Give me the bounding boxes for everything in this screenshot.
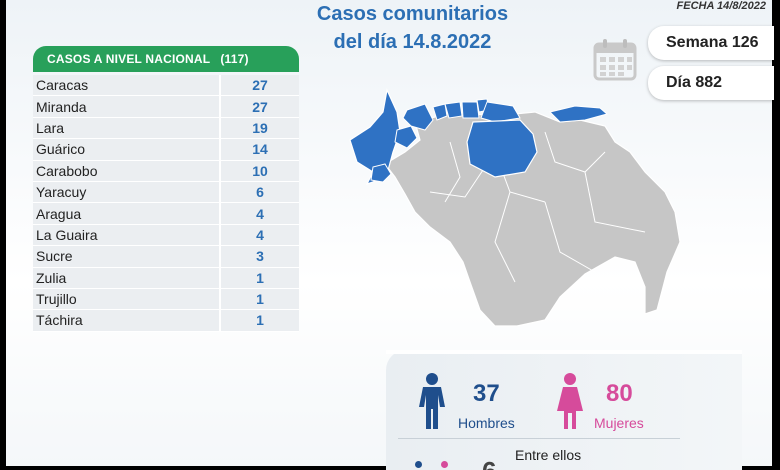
frame-left-edge [0, 0, 6, 470]
table-header-total: (117) [220, 52, 249, 66]
table-header: CASOS A NIVEL NACIONAL (117) [33, 46, 299, 72]
map-lara [402, 103, 434, 131]
men-count: 37 [473, 380, 500, 407]
women-dot [441, 461, 448, 468]
table-row: Guárico 14 [33, 139, 299, 161]
table-row: Yaracuy 6 [33, 181, 299, 204]
venezuela-map [349, 88, 681, 327]
partial-count: 6 [482, 456, 496, 470]
men-dot [415, 461, 422, 468]
date-label: FECHA 14/8/2022 [676, 0, 766, 12]
map-aragua [461, 101, 480, 119]
title-line-1: Casos comunitarios [316, 3, 509, 25]
map-guarico [466, 119, 538, 178]
cases-table: Caracas 27 Miranda 27 Lara 19 Guárico 14 Carabob… [33, 75, 299, 332]
table-row: Sucre 3 [33, 246, 299, 268]
state-name: Miranda [33, 96, 221, 117]
state-name: Lara [33, 117, 221, 139]
map-trujillo [394, 125, 418, 149]
map-yaracuy [432, 103, 448, 121]
week-badge: Semana 126 [648, 26, 774, 60]
state-cases: 27 [221, 96, 299, 117]
page-title: Casos comunitarios del día 14.8.2022 [300, 0, 525, 56]
table-row: Caracas 27 [33, 75, 299, 97]
map-sucre [549, 105, 609, 123]
table-row: Zulia 1 [33, 267, 299, 289]
map-tachira [370, 163, 392, 183]
table-row: Lara 19 [33, 117, 299, 140]
state-cases: 14 [221, 139, 299, 160]
state-cases: 10 [221, 160, 299, 181]
map-base-region [384, 111, 681, 327]
state-cases: 19 [221, 117, 299, 139]
table-header-label: CASOS A NIVEL NACIONAL [47, 52, 211, 66]
state-cases: 4 [221, 224, 299, 246]
man-icon [419, 373, 445, 429]
frame-right-edge [772, 0, 780, 470]
table-row: Trujillo 1 [33, 288, 299, 311]
table-row: Aragua 4 [33, 203, 299, 225]
state-name: Yaracuy [33, 181, 221, 203]
women-label: Mujeres [594, 415, 644, 431]
entre-ellos-label: Entre ellos [515, 447, 582, 463]
state-cases: 1 [221, 267, 299, 288]
woman-icon [557, 373, 583, 429]
state-name: La Guaira [33, 224, 221, 246]
state-cases: 27 [221, 75, 299, 96]
men-label: Hombres [458, 415, 515, 431]
stats-divider [398, 438, 680, 439]
state-name: Trujillo [33, 288, 221, 310]
table-row: Táchira 1 [33, 310, 299, 332]
state-cases: 6 [221, 181, 299, 203]
table-row: Carabobo 10 [33, 160, 299, 182]
map-miranda [480, 101, 521, 123]
map-carabobo [444, 101, 463, 119]
state-name: Zulia [33, 267, 221, 288]
state-cases: 3 [221, 246, 299, 267]
title-line-2: del día 14.8.2022 [333, 31, 492, 53]
state-cases: 1 [221, 310, 299, 331]
table-row: La Guaira 4 [33, 224, 299, 247]
state-name: Aragua [33, 203, 221, 224]
state-name: Guárico [33, 139, 221, 160]
state-name: Sucre [33, 246, 221, 267]
state-cases: 1 [221, 288, 299, 310]
table-row: Miranda 27 [33, 96, 299, 118]
state-name: Carabobo [33, 160, 221, 181]
state-name: Caracas [33, 75, 221, 96]
calendar-icon [593, 39, 637, 81]
women-count: 80 [606, 380, 633, 407]
day-badge: Día 882 [648, 66, 774, 100]
state-cases: 4 [221, 203, 299, 224]
state-name: Táchira [33, 310, 221, 331]
